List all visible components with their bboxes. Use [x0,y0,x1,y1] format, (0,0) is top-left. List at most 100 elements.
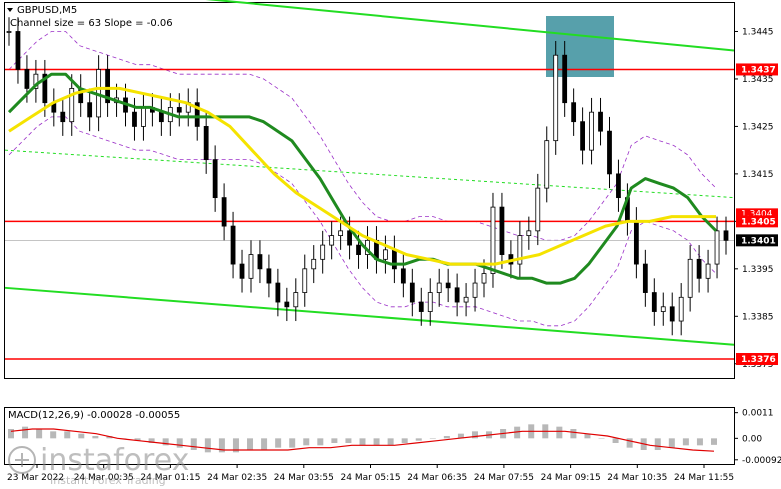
channel-label: Channel size = 63 Slope = -0.06 [10,18,173,29]
macd-histogram-bar [471,431,478,439]
macd-histogram-bar [275,438,282,448]
candle-body [517,235,523,265]
macd-histogram-bar [612,438,619,443]
candle-body [526,230,532,236]
envelope-lower-band [8,116,717,327]
macd-histogram-bar [317,438,324,446]
candle-body [436,282,442,293]
macd-histogram-bar [247,438,254,450]
macd-histogram-bar [401,438,408,443]
time-tick-label: 24 Mar 06:35 [407,473,467,483]
candle-body [248,254,254,279]
envelope-upper-band [8,31,717,241]
candle-body [275,282,281,303]
candle-body [678,296,684,322]
macd-histogram-bar [303,438,310,446]
candle-body [580,121,585,151]
candle-body [669,306,675,322]
candle-body [409,282,415,303]
macd-histogram-bar [373,438,380,446]
candle-body [311,258,317,270]
macd-histogram-bar [204,438,211,453]
time-tick-label: 24 Mar 01:15 [140,473,200,483]
overlap-badge-label: 1.3404 [741,209,773,219]
watermark-tagline: Instant Forex Trading [50,474,166,487]
macd-histogram-bar [78,433,85,439]
macd-histogram-bar [429,438,436,439]
macd-histogram-bar [289,438,296,448]
symbol-header: GBPUSD,M5 Channel size = 63 Slope = -0.0… [7,5,173,29]
macd-histogram-bar [8,429,14,439]
macd-histogram-bar [359,438,366,446]
candle-body [616,173,621,199]
ma-fast-line [8,86,716,266]
macd-histogram-bar [711,438,717,445]
level-badge-1.3405 [736,215,778,228]
watermark-brand: instaforex [40,443,189,478]
candle-body [499,206,505,255]
macd-histogram-bar [92,436,99,439]
current-price-badge [736,234,778,247]
current-price-label: 1.3401 [741,236,776,246]
candle-body [266,268,272,284]
macd-histogram-bar [443,436,450,439]
macd-histogram-bar [148,438,155,443]
candle-body [302,268,308,293]
candle-body [60,111,66,123]
dropdown-triangle-icon[interactable] [7,8,13,12]
candle-body [33,73,39,89]
macd-histogram-bar [345,438,352,443]
candle-body [598,111,603,132]
candle-body [257,254,263,270]
macd-histogram-bar [682,438,689,446]
candle-body [239,263,245,279]
macd-histogram-bar [584,433,591,439]
macd-tick-label: 0.00 [742,434,762,444]
moving-averages-layer [7,72,718,285]
macd-histogram-bar [331,438,338,443]
candle-body [687,258,693,298]
instaforex-logo-icon [8,446,36,474]
macd-histogram-bar [261,438,268,450]
time-axis: 23 Mar 2022 24 Mar 00:35 24 Mar 01:15 24 Ma… [7,464,734,483]
price-tick-label: 1.3435 [742,75,774,85]
price-tick-label: 1.3425 [742,122,774,132]
channel-top-line [205,0,735,52]
macd-signal-line [10,428,715,452]
candle-body [6,31,12,33]
candle-body [105,69,110,104]
macd-histogram-bar [64,431,71,439]
channel-bottom-line [4,286,735,346]
macd-histogram-bar [387,438,394,446]
candle-body [400,268,406,284]
macd-histogram-bar [176,438,183,448]
envelope-layer [8,31,717,327]
macd-histogram-bar [696,438,703,446]
candle-body [284,301,290,308]
candle-body [607,130,612,175]
candle-body [633,220,639,265]
candle-body [427,292,433,312]
candle-body [418,301,424,312]
macd-layer [8,424,717,453]
macd-panel-frame [4,407,735,465]
candle-body [463,296,469,303]
macd-histogram-bar [626,438,633,448]
candle-body [544,140,550,189]
time-tick-label: 24 Mar 05:15 [341,473,401,483]
price-tick-label: 1.3385 [742,312,774,322]
candle-body [203,126,209,161]
macd-histogram-bar [50,431,57,439]
candle-body [221,197,227,227]
candle-body [660,306,666,312]
level-badge-1.3437 [736,63,778,76]
candle-body [383,249,388,260]
candle-body [15,31,21,70]
macd-histogram-bar [134,438,141,441]
candle-body [642,263,648,293]
macd-histogram-bar [36,429,43,439]
candle-body [356,244,361,255]
candle-body [589,111,594,151]
candle-body [320,244,326,260]
